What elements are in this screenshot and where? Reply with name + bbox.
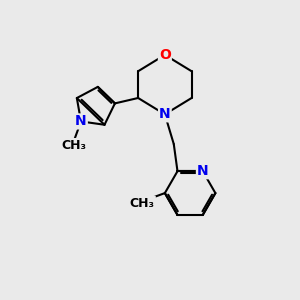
Text: CH₃: CH₃ [130, 197, 155, 210]
Text: N: N [197, 164, 208, 178]
Text: N: N [159, 107, 171, 121]
Text: CH₃: CH₃ [61, 139, 86, 152]
Text: O: O [159, 48, 171, 62]
Text: N: N [75, 114, 87, 128]
